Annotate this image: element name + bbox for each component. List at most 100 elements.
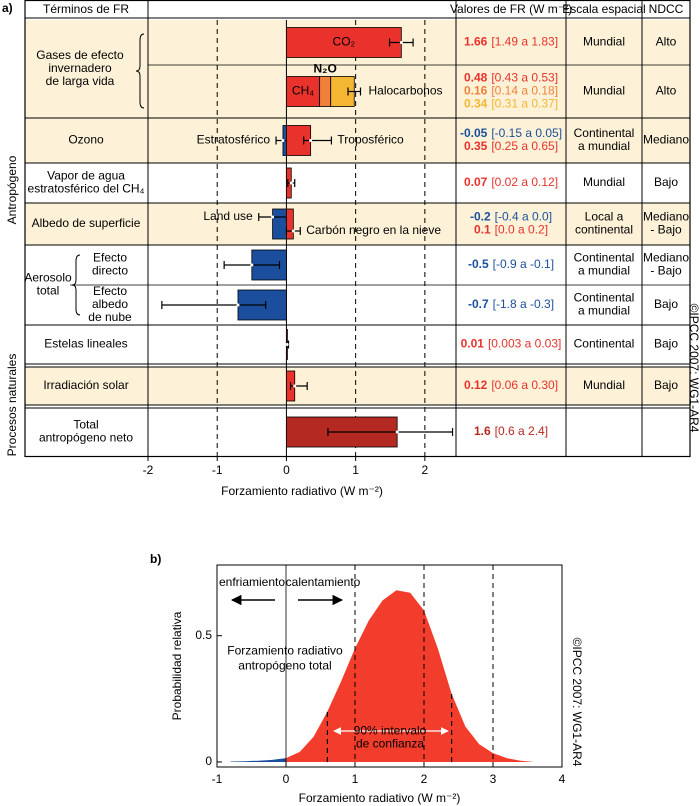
x-tick-label: 2 <box>421 772 428 786</box>
scale-cell: Continental <box>574 126 635 140</box>
x-tick-label: 0 <box>283 463 290 477</box>
row-label: Irradiación solar <box>43 378 128 392</box>
value-cell: 0.07 [0.02 a 0.12] <box>464 175 558 189</box>
row-label: de larga vida <box>46 74 115 88</box>
value-number: -0.05 <box>460 126 488 140</box>
value-number: -0.7 <box>468 297 489 311</box>
bar <box>319 76 332 107</box>
subrow-label: Efecto <box>93 284 127 298</box>
scale-cell: Mundial <box>583 35 625 49</box>
ndcc-cell: Mediano <box>643 210 689 224</box>
value-cell: -0.7 [-1.8 a -0.3] <box>468 297 554 311</box>
x-tick-label: 2 <box>422 463 429 477</box>
value-range: [0.02 a 0.12] <box>491 175 558 189</box>
x-tick-label: -1 <box>212 463 223 477</box>
scale-cell: Continental <box>574 337 635 351</box>
ndcc-cell: Bajo <box>654 337 678 351</box>
row-label: total <box>37 284 60 298</box>
ndcc-cell: Mediano <box>643 251 689 265</box>
x-tick-label: 1 <box>352 772 359 786</box>
value-number: 1.66 <box>464 35 488 49</box>
row-label: Albedo de superficie <box>32 216 141 230</box>
value-number: -0.2 <box>470 210 491 224</box>
row-label: antropógeno neto <box>39 431 133 445</box>
x-tick-label: 4 <box>559 772 566 786</box>
value-cell: -0.5 [-0.9 a -0.1] <box>468 257 554 271</box>
error-center <box>285 343 289 346</box>
value-range: [0.06 a 0.30] <box>491 378 558 392</box>
curve-label: antropógeno total <box>238 659 331 673</box>
value-range: [1.49 a 1.83] <box>491 35 558 49</box>
x-tick-label: 3 <box>490 772 497 786</box>
marks-layer <box>161 27 563 768</box>
bar <box>286 76 321 107</box>
interval-label: de confianza <box>356 737 424 751</box>
error-center <box>281 139 285 142</box>
value-cell: 1.66 [1.49 a 1.83] <box>464 35 558 49</box>
x-axis-label: Forzamiento radiativo (W m⁻²) <box>299 791 461 805</box>
curve-label: Forzamiento radiativo <box>227 644 343 658</box>
scale-cell: a mundial <box>578 139 630 153</box>
value-cell: 0.35 [0.25 a 0.65] <box>464 139 558 153</box>
ndcc-cell: Alto <box>656 35 677 49</box>
column-header: Términos de FR <box>43 2 129 16</box>
row-label: estratosférico del CH₄ <box>28 182 145 196</box>
scale-cell: a mundial <box>578 304 630 318</box>
plot-frame <box>216 564 563 768</box>
row-label: Estelas lineales <box>44 337 127 351</box>
bar-label: CH₄ <box>292 84 314 98</box>
scale-cell: Local a <box>585 210 624 224</box>
y-tick-label: 0.5 <box>195 628 212 642</box>
value-cell: 0.48 [0.43 a 0.53] <box>464 71 558 85</box>
value-cell: -0.2 [-0.4 a 0.0] <box>470 210 552 224</box>
table-frame <box>24 0 691 458</box>
ndcc-cell: Mediano <box>643 133 689 147</box>
error-center <box>289 181 293 185</box>
value-cell: 0.16 [0.14 a 0.18] <box>464 84 558 98</box>
ndcc-cell: Bajo <box>654 175 678 189</box>
error-center <box>399 41 403 44</box>
scale-cell: Mundial <box>583 84 625 98</box>
bar <box>286 208 294 240</box>
row-shading <box>25 118 690 163</box>
x-axis-label: Forzamiento radiativo (W m⁻²) <box>221 484 383 498</box>
error-center <box>271 215 275 219</box>
error-center <box>395 430 399 434</box>
panel-label: a) <box>2 1 13 15</box>
value-cell: 1.6 [0.6 a 2.4] <box>474 424 548 438</box>
subrow-label: de nube <box>88 310 132 324</box>
error-center <box>250 263 254 267</box>
side-label: Procesos naturales <box>5 354 19 457</box>
row-label: Ozono <box>68 133 104 147</box>
copyright: ©IPCC 2007: WG1-AR4 <box>570 638 584 767</box>
row-label: Gases de efecto <box>36 48 124 62</box>
ndcc-cell: Alto <box>656 84 677 98</box>
bar-label: N₂O <box>314 62 337 76</box>
value-number: 0.35 <box>464 139 488 153</box>
column-header: NDCC <box>649 2 684 16</box>
ndcc-cell: - Bajo <box>650 264 682 278</box>
annotation: enfriamiento <box>219 575 285 589</box>
scale-cell: Continental <box>574 251 635 265</box>
annotation: calentamiento <box>286 575 361 589</box>
value-cell: -0.05 [-0.15 a 0.05] <box>460 126 562 140</box>
brace <box>135 33 145 109</box>
value-number: 0.1 <box>474 223 491 237</box>
value-range: [-0.15 a 0.05] <box>491 126 562 140</box>
x-tick-label: -1 <box>212 772 223 786</box>
value-range: [0.43 a 0.53] <box>491 71 558 85</box>
subrow-label: directo <box>92 264 128 278</box>
value-cell: 0.01 [0.003 a 0.03] <box>461 337 562 351</box>
value-range: [-1.8 a -0.3] <box>493 297 554 311</box>
value-range: [-0.4 a 0.0] <box>495 210 552 224</box>
scale-cell: Mundial <box>583 378 625 392</box>
bar-label: Halocarbonos <box>368 84 442 98</box>
value-number: 0.48 <box>464 71 488 85</box>
bar-label: Troposférico <box>337 133 404 147</box>
row-label: Vapor de agua <box>47 169 125 183</box>
value-range: [0.25 a 0.65] <box>491 139 558 153</box>
bar <box>272 208 287 240</box>
value-range: [0.0 a 0.2] <box>495 223 548 237</box>
